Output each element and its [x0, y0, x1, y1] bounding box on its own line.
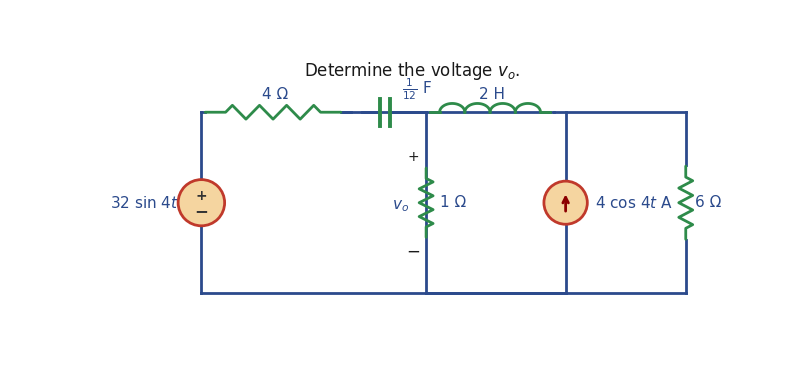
- Text: 2 H: 2 H: [479, 87, 505, 102]
- Text: 6 Ω: 6 Ω: [695, 195, 721, 210]
- Text: −: −: [195, 202, 208, 220]
- Text: $\frac{1}{12}$ F: $\frac{1}{12}$ F: [402, 77, 432, 102]
- Text: 1 Ω: 1 Ω: [440, 195, 466, 210]
- Text: +: +: [407, 150, 419, 164]
- Text: 32 sin 4$t$ V: 32 sin 4$t$ V: [109, 195, 194, 211]
- Text: $v_o$: $v_o$: [392, 199, 409, 215]
- Text: +: +: [196, 189, 207, 203]
- Circle shape: [178, 179, 225, 226]
- Text: 4 Ω: 4 Ω: [262, 87, 288, 102]
- Text: 4 cos 4$t$ A: 4 cos 4$t$ A: [595, 195, 673, 211]
- Circle shape: [544, 181, 588, 224]
- Text: Determine the voltage $v_o$.: Determine the voltage $v_o$.: [304, 60, 520, 82]
- Text: −: −: [406, 243, 420, 261]
